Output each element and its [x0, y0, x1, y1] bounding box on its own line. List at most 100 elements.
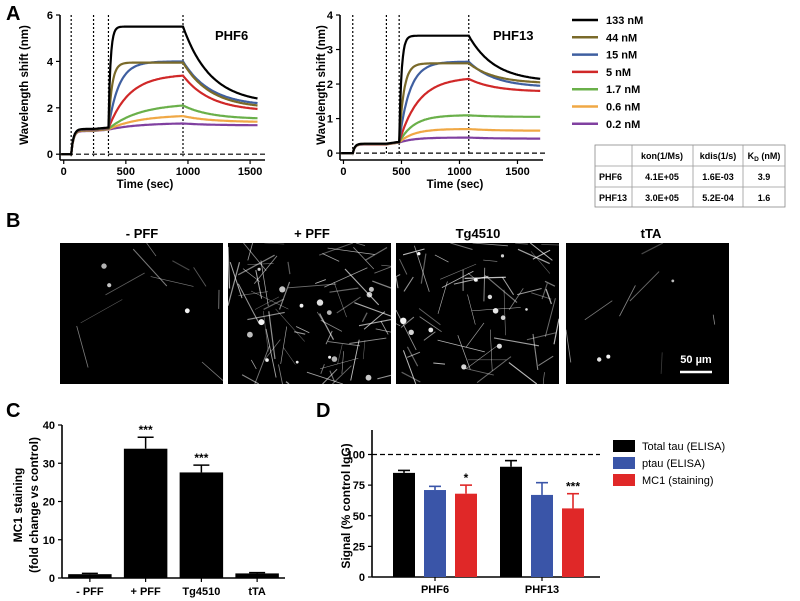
- phf13-y-tick-label: 4: [327, 10, 334, 22]
- micrograph-title-plus-pff: + PFF: [294, 226, 330, 241]
- mc1-bar: [179, 472, 224, 578]
- panel-a-letter: A: [6, 3, 20, 25]
- phf13-curve-133nm: [341, 34, 541, 155]
- panel-d-letter: D: [316, 400, 330, 422]
- mc1-bar: [235, 573, 279, 578]
- signal-bar: [393, 472, 415, 577]
- legend-label: 133 nM: [606, 15, 643, 27]
- phf6-binding-chart: PHF6 Time (sec) Wavelength shift (nm) 0 2…: [19, 10, 267, 191]
- table-row-phf13-kon: 3.0E+05: [645, 193, 679, 203]
- mc1-staining-chart: MC1 staining (fold change vs control) 0 1…: [11, 420, 285, 598]
- micrograph-minus-pff: [60, 243, 223, 384]
- phf13-y-tick-label: 2: [327, 79, 333, 91]
- phf6-x-tick-label: 0: [61, 166, 67, 178]
- signal-bar: [500, 466, 522, 577]
- signal-legend-label: Total tau (ELISA): [642, 441, 725, 453]
- signal-y-axis-label: Signal (% control IgG): [339, 443, 353, 568]
- phf6-y-tick-label: 4: [47, 56, 54, 68]
- signal-category-label: PHF13: [525, 584, 559, 596]
- mc1-category-label: - PFF: [76, 586, 104, 598]
- phf13-x-tick-label: 500: [392, 166, 410, 178]
- micrograph-tta: [566, 243, 729, 384]
- signal-significance: ***: [566, 480, 580, 494]
- phf6-x-tick-label: 500: [117, 166, 135, 178]
- micrograph-title-minus-pff: - PFF: [126, 226, 159, 241]
- signal-significance: *: [464, 471, 469, 485]
- mc1-category-label: + PFF: [130, 586, 161, 598]
- signal-y-tick-label: 25: [353, 541, 365, 553]
- signal-legend-swatch: [613, 457, 635, 469]
- phf13-x-axis-label: Time (sec): [427, 179, 484, 191]
- table-row-phf6-kd: 3.9: [758, 172, 771, 182]
- signal-bar: [424, 490, 446, 577]
- table-header-kdis: kdis(1/s): [700, 151, 737, 161]
- mc1-y-tick-label: 30: [43, 458, 55, 470]
- phf6-x-tick-label: 1500: [238, 166, 262, 178]
- mc1-y-tick-label: 10: [43, 535, 55, 547]
- legend-label: 5 nM: [606, 67, 631, 79]
- concentration-legend: 133 nM 44 nM 15 nM 5 nM 1.7 nM 0.6 nM 0.2 nM: [572, 15, 643, 131]
- signal-category-label: PHF6: [421, 584, 449, 596]
- phf6-curve-0.6nm: [61, 115, 258, 156]
- mc1-category-label: tTA: [248, 586, 266, 598]
- signal-chart: Signal (% control IgG) 0 25 50 75 100 * PHF6 **…: [339, 430, 600, 596]
- phf13-x-tick-label: 1500: [505, 166, 529, 178]
- signal-bar: [531, 494, 553, 577]
- phf6-y-tick-label: 6: [47, 10, 53, 22]
- signal-legend-label: ptau (ELISA): [642, 458, 705, 470]
- phf6-x-tick-label: 1000: [176, 166, 200, 178]
- table-header-kon: kon(1/Ms): [641, 151, 683, 161]
- phf13-binding-chart: PHF13 Time (sec) Wavelength shift (nm) 0…: [316, 10, 545, 191]
- signal-y-tick-label: 75: [353, 480, 365, 492]
- phf6-chart-title: PHF6: [215, 28, 248, 43]
- signal-legend-swatch: [613, 440, 635, 452]
- legend-label: 1.7 nM: [606, 84, 640, 96]
- phf13-y-tick-label: 3: [327, 45, 333, 57]
- phf13-x-tick-label: 1000: [447, 166, 471, 178]
- table-row-phf13-kdis: 5.2E-04: [702, 193, 734, 203]
- phf13-curve-0.6nm: [341, 127, 541, 155]
- phf13-y-tick-label: 0: [327, 148, 333, 160]
- phf13-curve-1.7nm: [341, 114, 541, 155]
- signal-bar: [455, 493, 477, 577]
- mc1-y-tick-label: 20: [43, 497, 55, 509]
- micrograph-neurons: [565, 242, 716, 374]
- micrograph-neurons: [395, 242, 560, 385]
- table-row-phf6-kdis: 1.6E-03: [702, 172, 734, 182]
- mc1-bar: [123, 448, 168, 578]
- micrograph-title-tta: tTA: [641, 226, 662, 241]
- mc1-y-axis-label-line2: (fold change vs control): [27, 437, 41, 573]
- legend-label: 15 nM: [606, 50, 637, 62]
- mc1-category-label: Tg4510: [182, 586, 220, 598]
- panel-b-letter: B: [6, 210, 20, 232]
- mc1-y-tick-label: 40: [43, 420, 55, 432]
- signal-y-tick-label: 50: [353, 511, 365, 523]
- mc1-significance: ***: [194, 451, 208, 465]
- phf6-y-axis-label: Wavelength shift (nm): [19, 25, 31, 145]
- mc1-y-tick-label: 0: [49, 573, 55, 585]
- signal-legend-label: MC1 (staining): [642, 475, 714, 487]
- signal-y-tick-label: 0: [359, 572, 365, 584]
- kinetics-table-border: [594, 144, 786, 208]
- phf13-y-axis-label: Wavelength shift (nm): [316, 25, 328, 145]
- micrograph-plus-pff: [228, 243, 391, 384]
- micrograph-panel: - PFF + PFF Tg4510 tTA 50 µm: [60, 226, 729, 385]
- table-header-kd: KD (nM): [748, 151, 781, 163]
- kinetics-table: kon(1/Ms) kdis(1/s) KD (nM) PHF6 4.1E+05…: [594, 144, 786, 208]
- legend-label: 0.6 nM: [606, 102, 640, 114]
- legend-label: 0.2 nM: [606, 119, 640, 131]
- phf6-y-tick-label: 0: [47, 149, 53, 161]
- signal-y-tick-label: 100: [347, 450, 365, 462]
- mc1-y-axis-label-line1: MC1 staining: [11, 468, 25, 543]
- phf13-chart-title: PHF13: [493, 28, 533, 43]
- phf13-x-tick-label: 0: [340, 166, 346, 178]
- table-row-phf13-kd: 1.6: [758, 193, 771, 203]
- panel-c-letter: C: [6, 400, 20, 422]
- phf6-x-axis-label: Time (sec): [117, 179, 174, 191]
- micrograph-neurons: [227, 242, 392, 385]
- table-row-phf6-kon: 4.1E+05: [645, 172, 679, 182]
- table-row-phf6-label: PHF6: [599, 172, 622, 182]
- phf6-y-tick-label: 2: [47, 103, 53, 115]
- table-row-phf13-label: PHF13: [599, 193, 627, 203]
